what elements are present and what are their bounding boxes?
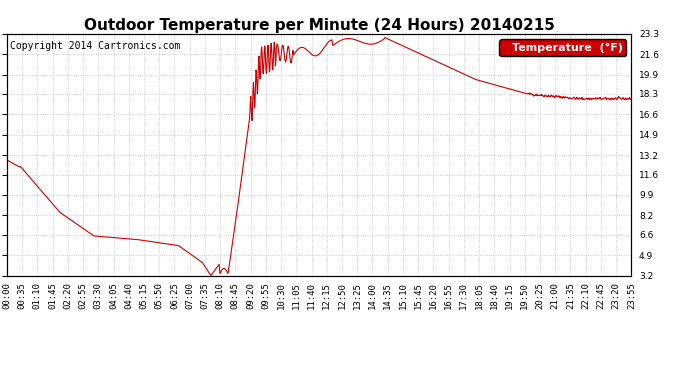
Title: Outdoor Temperature per Minute (24 Hours) 20140215: Outdoor Temperature per Minute (24 Hours… xyxy=(83,18,555,33)
Legend: Temperature  (°F): Temperature (°F) xyxy=(500,39,626,56)
Text: Copyright 2014 Cartronics.com: Copyright 2014 Cartronics.com xyxy=(10,41,180,51)
